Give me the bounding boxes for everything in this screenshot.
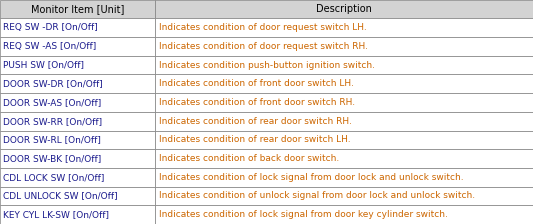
Text: KEY CYL LK-SW [On/Off]: KEY CYL LK-SW [On/Off] [3,210,109,219]
Text: DOOR SW-DR [On/Off]: DOOR SW-DR [On/Off] [3,79,103,88]
Bar [0,37,155,56]
Text: CDL UNLOCK SW [On/Off]: CDL UNLOCK SW [On/Off] [3,192,118,200]
Bar [0,74,155,93]
Text: Indicates condition of rear door switch RH.: Indicates condition of rear door switch … [159,117,352,126]
Bar [0,205,155,224]
Text: Indicates condition of rear door switch LH.: Indicates condition of rear door switch … [159,135,351,144]
Bar [155,149,533,168]
Bar [155,168,533,187]
Bar [0,0,155,18]
Bar [155,112,533,131]
Bar [155,131,533,149]
Bar [0,56,155,74]
Bar [0,112,155,131]
Bar [0,131,155,149]
Text: Indicates condition push-button ignition switch.: Indicates condition push-button ignition… [159,61,375,70]
Text: Indicates condition of unlock signal from door lock and unlock switch.: Indicates condition of unlock signal fro… [159,192,475,200]
Text: REQ SW -DR [On/Off]: REQ SW -DR [On/Off] [3,23,98,32]
Text: REQ SW -AS [On/Off]: REQ SW -AS [On/Off] [3,42,96,51]
Bar [155,205,533,224]
Bar [155,93,533,112]
Bar [155,18,533,37]
Text: Description: Description [316,4,372,14]
Text: Indicates condition of front door switch LH.: Indicates condition of front door switch… [159,79,354,88]
Bar [155,0,533,18]
Text: DOOR SW-RR [On/Off]: DOOR SW-RR [On/Off] [3,117,102,126]
Text: CDL LOCK SW [On/Off]: CDL LOCK SW [On/Off] [3,173,104,182]
Text: Indicates condition of back door switch.: Indicates condition of back door switch. [159,154,339,163]
Text: PUSH SW [On/Off]: PUSH SW [On/Off] [3,61,84,70]
Text: DOOR SW-AS [On/Off]: DOOR SW-AS [On/Off] [3,98,101,107]
Bar [0,93,155,112]
Bar [155,187,533,205]
Text: Indicates condition of front door switch RH.: Indicates condition of front door switch… [159,98,355,107]
Bar [0,18,155,37]
Text: Indicates condition of door request switch LH.: Indicates condition of door request swit… [159,23,367,32]
Bar [0,168,155,187]
Bar [0,187,155,205]
Text: DOOR SW-RL [On/Off]: DOOR SW-RL [On/Off] [3,135,101,144]
Text: Monitor Item [Unit]: Monitor Item [Unit] [31,4,124,14]
Text: Indicates condition of door request switch RH.: Indicates condition of door request swit… [159,42,368,51]
Bar [0,149,155,168]
Bar [155,74,533,93]
Bar [155,56,533,74]
Text: Indicates condition of lock signal from door key cylinder switch.: Indicates condition of lock signal from … [159,210,448,219]
Text: DOOR SW-BK [On/Off]: DOOR SW-BK [On/Off] [3,154,101,163]
Text: Indicates condition of lock signal from door lock and unlock switch.: Indicates condition of lock signal from … [159,173,464,182]
Bar [155,37,533,56]
